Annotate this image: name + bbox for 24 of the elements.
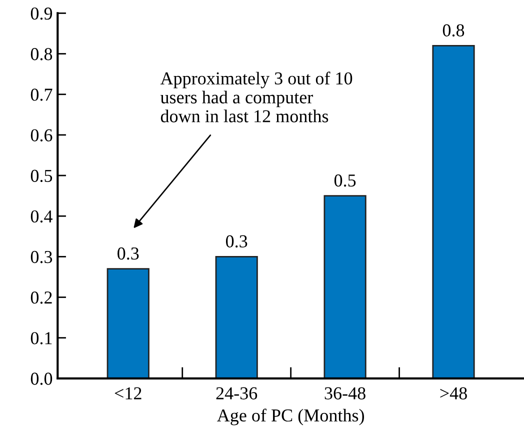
y-tick-label: 0.2 xyxy=(30,292,52,304)
y-tick-label: 0.4 xyxy=(30,210,52,223)
y-tick-label: 0.7 xyxy=(30,88,52,101)
y-tick-label: 0.0 xyxy=(30,372,52,385)
y-tick-label: 0.9 xyxy=(30,7,52,20)
bar xyxy=(324,195,366,378)
x-tick-label: >48 xyxy=(440,387,467,400)
y-tick-label: 0.6 xyxy=(30,129,52,142)
data-label: 0.8 xyxy=(442,24,464,37)
bar xyxy=(106,268,150,378)
y-tick-label: 0.1 xyxy=(30,332,52,344)
y-tick-label: 0.3 xyxy=(30,250,52,264)
y-tick-label: 0.8 xyxy=(30,48,52,60)
x-tick-label: <12 xyxy=(114,387,142,400)
x-tick-label: 36-48 xyxy=(324,387,366,400)
annotation: Approximately 3 out of 10 users had a computer down in last 12 months xyxy=(160,72,352,122)
data-label: 0.5 xyxy=(334,174,356,187)
bar xyxy=(432,44,475,378)
data-label: 0.3 xyxy=(226,235,248,248)
bar xyxy=(215,256,258,378)
x-tick-label: 24-36 xyxy=(216,387,258,400)
y-tick-label: 0.5 xyxy=(30,170,52,182)
x-axis-title: Age of PC (Months) xyxy=(217,408,364,426)
data-label: 0.3 xyxy=(118,247,139,260)
